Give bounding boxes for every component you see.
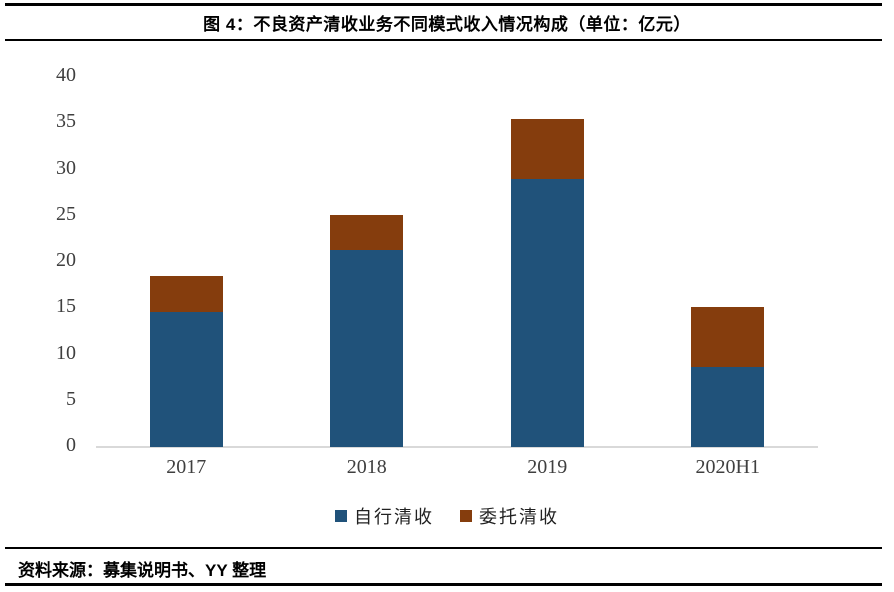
y-tick-label: 40 xyxy=(56,64,76,86)
bar-segment-委托清收 xyxy=(510,118,584,179)
y-tick-label: 30 xyxy=(56,156,76,179)
bar-stack-2018 xyxy=(330,214,404,447)
legend-item-委托清收: 委托清收 xyxy=(460,503,559,529)
title-underline xyxy=(5,39,882,41)
bar-segment-自行清收 xyxy=(149,311,223,447)
bar-segment-自行清收 xyxy=(330,249,404,447)
x-tick-label: 2019 xyxy=(527,456,568,478)
y-tick-label: 15 xyxy=(56,295,76,318)
bar-stack-2019 xyxy=(510,118,584,447)
legend-swatch-icon xyxy=(335,510,347,522)
y-tick-label: 25 xyxy=(56,202,76,225)
y-tick-label: 5 xyxy=(66,387,76,410)
y-tick-label: 10 xyxy=(56,341,76,364)
legend-swatch-icon xyxy=(460,510,472,522)
x-tick-label: 2020H1 xyxy=(695,456,760,478)
x-tick-label: 2018 xyxy=(346,456,387,478)
bar-segment-委托清收 xyxy=(149,275,223,312)
x-axis-line xyxy=(96,446,818,448)
plot-area xyxy=(96,77,818,448)
bar-segment-自行清收 xyxy=(691,367,765,447)
chart-legend: 自行清收 委托清收 xyxy=(0,503,894,529)
y-tick-label: 35 xyxy=(56,110,76,133)
source-divider-line xyxy=(5,547,882,549)
figure-title: 图 4：不良资产清收业务不同模式收入情况构成（单位：亿元） xyxy=(203,15,691,34)
legend-item-自行清收: 自行清收 xyxy=(335,503,434,529)
bar-segment-自行清收 xyxy=(510,178,584,447)
y-tick-label: 0 xyxy=(66,434,76,456)
y-tick-label: 20 xyxy=(56,249,76,271)
y-axis-labels: 0 5 10 15 20 25 30 35 40 xyxy=(30,64,76,456)
bar-stack-2020H1 xyxy=(691,307,765,447)
bottom-border-line xyxy=(5,583,882,586)
x-axis-labels: 2017 2018 2019 2020H1 xyxy=(96,456,818,480)
bar-stack-2017 xyxy=(149,275,223,447)
legend-label: 委托清收 xyxy=(479,507,559,527)
x-tick-label: 2017 xyxy=(166,456,207,478)
bar-segment-委托清收 xyxy=(330,214,404,250)
bar-segment-委托清收 xyxy=(691,307,765,368)
top-border-line xyxy=(5,3,882,6)
legend-label: 自行清收 xyxy=(354,507,434,527)
source-note: 资料来源：募集说明书、YY 整理 xyxy=(18,561,267,580)
